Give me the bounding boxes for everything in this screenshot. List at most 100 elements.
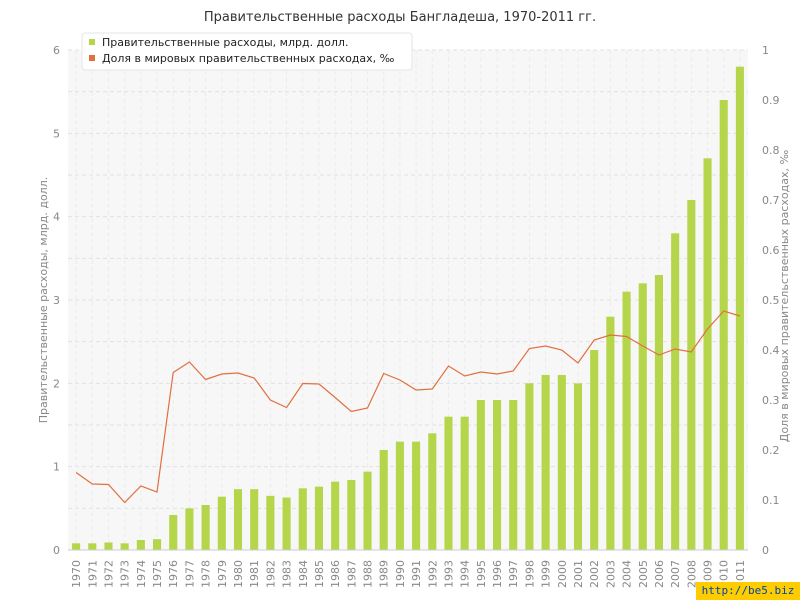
left-axis-title: Правительственные расходы, млрд. долл.: [37, 177, 50, 423]
bar-1976: [169, 515, 178, 550]
x-axis-ticks: 1970 1971 1972 1973 1974 1975 1976 1977 1978 1979…: [70, 560, 747, 588]
left-tick-label: 2: [53, 377, 60, 390]
x-tick-label: 1998: [523, 560, 536, 588]
x-tick-label: 1995: [475, 560, 488, 588]
right-tick-label: 0.7: [762, 194, 780, 207]
x-tick-label: 2007: [669, 560, 682, 588]
bar-2008: [687, 200, 696, 550]
right-tick-label: 0: [762, 544, 769, 557]
right-tick-label: 0.6: [762, 244, 780, 257]
bar-1993: [444, 416, 453, 550]
x-tick-label: 2000: [556, 560, 569, 588]
legend-label-spending: Правительственные расходы, млрд. долл.: [102, 36, 348, 49]
x-tick-label: 1981: [248, 560, 261, 588]
x-tick-label: 1975: [151, 560, 164, 588]
bar-1983: [282, 497, 291, 550]
bar-1992: [428, 433, 437, 550]
x-tick-label: 1994: [459, 560, 472, 588]
bar-1986: [331, 481, 340, 550]
x-tick-label: 1976: [167, 560, 180, 588]
bar-1971: [88, 543, 97, 550]
x-tick-label: 1996: [491, 560, 504, 588]
x-tick-label: 1970: [70, 560, 83, 588]
x-tick-label: 1987: [345, 560, 358, 588]
right-tick-label: 0.1: [762, 494, 780, 507]
bar-1973: [120, 543, 129, 550]
bar-1977: [185, 508, 194, 550]
x-tick-label: 1982: [264, 560, 277, 588]
right-axis-ticks: 0 0.1 0.2 0.3 0.4 0.5 0.6 0.7 0.8 0.9 1: [762, 44, 780, 557]
x-tick-label: 2006: [653, 560, 666, 588]
left-tick-label: 1: [53, 461, 60, 474]
bar-2006: [654, 275, 663, 550]
x-tick-label: 1973: [119, 560, 132, 588]
right-axis-title: Доля в мировых правительственных расхода…: [778, 150, 791, 443]
left-tick-label: 4: [53, 211, 60, 224]
left-tick-label: 0: [53, 544, 60, 557]
x-tick-label: 1979: [216, 560, 229, 588]
x-tick-label: 1971: [86, 560, 99, 588]
x-tick-label: 1978: [200, 560, 213, 588]
right-tick-label: 0.2: [762, 444, 780, 457]
bar-1975: [153, 539, 162, 550]
bar-2004: [622, 291, 631, 550]
legend-swatch-share: [89, 55, 95, 61]
left-axis-ticks: 0 1 2 3 4 5 6: [53, 44, 60, 557]
bar-1981: [250, 489, 259, 550]
bar-1974: [136, 540, 145, 550]
x-tick-label: 2003: [604, 560, 617, 588]
legend: Правительственные расходы, млрд. долл. Д…: [81, 32, 413, 71]
right-tick-label: 0.9: [762, 94, 780, 107]
x-tick-label: 1985: [313, 560, 326, 588]
legend-swatch-spending: [89, 39, 95, 45]
x-tick-label: 2008: [685, 560, 698, 588]
left-tick-label: 6: [53, 44, 60, 57]
watermark-link[interactable]: http://be5.biz: [696, 582, 800, 600]
right-tick-label: 0.8: [762, 144, 780, 157]
x-tick-label: 1983: [281, 560, 294, 588]
bar-1984: [298, 488, 307, 550]
x-tick-label: 2002: [588, 560, 601, 588]
bar-1990: [395, 441, 404, 550]
bar-1988: [363, 471, 372, 550]
x-tick-label: 2005: [637, 560, 650, 588]
left-tick-label: 3: [53, 294, 60, 307]
x-tick-label: 1974: [135, 560, 148, 588]
bar-1995: [476, 400, 485, 550]
share-line: [75, 310, 741, 504]
bar-1997: [509, 400, 518, 550]
bar-1980: [233, 489, 243, 550]
x-tick-label: 1992: [426, 560, 439, 588]
bar-2010: [719, 100, 728, 550]
bar-series: [72, 66, 744, 551]
x-tick-label: 2004: [621, 560, 634, 588]
x-tick-label: 1986: [329, 560, 342, 588]
chart-title: Правительственные расходы Бангладеша, 19…: [203, 10, 597, 25]
bar-1972: [104, 542, 113, 550]
x-tick-label: 2011: [734, 560, 747, 588]
bar-1998: [525, 383, 534, 550]
x-tick-label: 2001: [572, 560, 585, 588]
bar-1999: [541, 375, 550, 550]
x-tick-label: 1980: [232, 560, 245, 588]
x-tick-label: 1997: [507, 560, 520, 588]
bar-1989: [379, 450, 388, 550]
bar-1996: [493, 400, 502, 550]
x-tick-label: 1972: [102, 560, 115, 588]
bar-2011: [735, 66, 744, 551]
bar-2009: [703, 158, 712, 551]
bar-2002: [590, 350, 599, 550]
x-tick-label: 2010: [718, 560, 731, 588]
right-tick-label: 1: [762, 44, 769, 57]
right-tick-label: 0.5: [762, 294, 780, 307]
bar-1987: [347, 480, 356, 550]
right-tick-label: 0.4: [762, 344, 780, 357]
x-tick-label: 1988: [362, 560, 375, 588]
bar-2000: [557, 375, 566, 550]
bar-1970: [72, 543, 81, 550]
x-tick-label: 1989: [378, 560, 391, 588]
x-tick-label: 1984: [297, 560, 310, 588]
legend-box: [81, 32, 413, 71]
bar-1991: [412, 441, 421, 550]
